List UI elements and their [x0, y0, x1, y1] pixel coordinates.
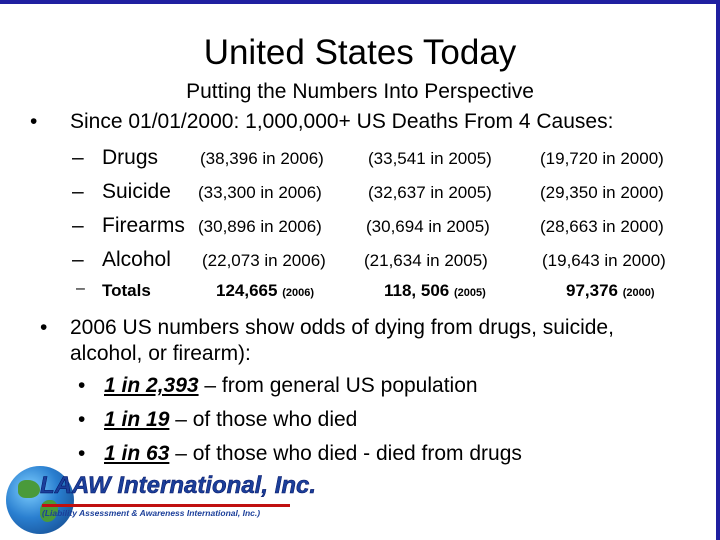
- row-label-alcohol: Alcohol: [102, 248, 171, 271]
- odds-item: 1 in 63 – of those who died - died from …: [104, 442, 522, 465]
- odds-bullet-line1: 2006 US numbers show odds of dying from …: [70, 316, 614, 339]
- odds-value: 1 in 19: [104, 408, 170, 431]
- totals-label: Totals: [102, 281, 151, 300]
- dash: –: [72, 214, 84, 237]
- bullet-dot: •: [40, 316, 48, 339]
- dash: –: [76, 280, 85, 297]
- total-2006: 124,665 (2006): [216, 281, 314, 300]
- odds-item: 1 in 19 – of those who died: [104, 408, 358, 431]
- cell-drugs-2006: (38,396 in 2006): [200, 149, 324, 168]
- cell-suicide-2006: (33,300 in 2006): [198, 183, 322, 202]
- top-border: [0, 0, 720, 4]
- logo-divider: [42, 504, 290, 507]
- intro-bullet: Since 01/01/2000: 1,000,000+ US Deaths F…: [70, 110, 614, 133]
- cell-alcohol-2000: (19,643 in 2000): [542, 251, 666, 270]
- odds-value: 1 in 2,393: [104, 374, 199, 397]
- bullet-dot: •: [30, 110, 38, 133]
- cell-firearms-2006: (30,896 in 2006): [198, 217, 322, 236]
- cell-drugs-2005: (33,541 in 2005): [368, 149, 492, 168]
- cell-alcohol-2005: (21,634 in 2005): [364, 251, 488, 270]
- total-2005: 118, 506 (2005): [384, 281, 486, 300]
- row-label-suicide: Suicide: [102, 180, 171, 203]
- row-label-drugs: Drugs: [102, 146, 159, 169]
- laaw-logo: LAAW International, Inc. (Liability Asse…: [6, 466, 316, 536]
- logo-name: LAAW International, Inc.: [40, 472, 317, 500]
- dash: –: [72, 180, 84, 203]
- logo-tagline: (Liability Assessment & Awareness Intern…: [42, 508, 261, 518]
- odds-value: 1 in 63: [104, 442, 170, 465]
- row-label-firearms: Firearms: [102, 214, 185, 237]
- total-2000: 97,376 (2000): [566, 281, 655, 300]
- cell-alcohol-2006: (22,073 in 2006): [202, 251, 326, 270]
- bullet-dot: •: [78, 442, 86, 465]
- cell-firearms-2000: (28,663 in 2000): [540, 217, 664, 236]
- odds-bullet-line2: alcohol, or firearm):: [70, 342, 251, 365]
- dash: –: [72, 146, 84, 169]
- cell-suicide-2000: (29,350 in 2000): [540, 183, 664, 202]
- dash: –: [72, 248, 84, 271]
- cell-drugs-2000: (19,720 in 2000): [540, 149, 664, 168]
- cell-suicide-2005: (32,637 in 2005): [368, 183, 492, 202]
- slide-title: United States Today: [203, 33, 517, 72]
- bullet-dot: •: [78, 408, 86, 431]
- odds-item: 1 in 2,393 – from general US population: [104, 374, 478, 397]
- right-border: [716, 0, 720, 540]
- slide-subtitle: Putting the Numbers Into Perspective: [186, 80, 534, 103]
- bullet-dot: •: [78, 374, 86, 397]
- cell-firearms-2005: (30,694 in 2005): [366, 217, 490, 236]
